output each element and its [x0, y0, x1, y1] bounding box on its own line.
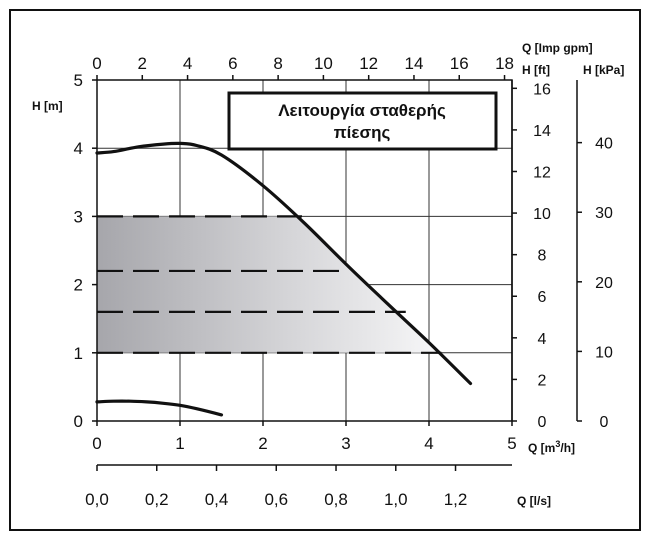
y-right-ft-tick-label: 2 [538, 372, 547, 389]
y-right-ft-tick-label: 14 [533, 123, 551, 140]
x-top-tick-label: 0 [92, 54, 101, 73]
y-right-ft-tick-label: 12 [533, 164, 551, 181]
x-top-tick-label: 12 [359, 54, 378, 73]
y-right-ft-tick-label: 6 [538, 289, 547, 306]
x-top-label: Q [Imp gpm] [522, 41, 593, 55]
y-left-tick-label: 1 [74, 344, 83, 363]
y-right-ft-label: H [ft] [522, 63, 550, 77]
chart-title-line2: πίεσης [334, 123, 391, 142]
x-bottom2-tick-label: 0,0 [85, 490, 109, 509]
y-right-ft-tick-label: 4 [538, 331, 547, 348]
x-top-tick-label: 10 [314, 54, 333, 73]
y-right-ft-tick-label: 0 [538, 414, 547, 431]
y-left-label: H [m] [32, 99, 63, 113]
y-left-tick-label: 0 [74, 412, 83, 431]
y-right-kpa-tick-label: 10 [595, 344, 613, 361]
y-left-tick-label: 3 [74, 207, 83, 226]
x-top-tick-label: 18 [495, 54, 514, 73]
x-bottom-tick-label: 5 [507, 434, 516, 453]
y-right-kpa-tick-label: 20 [595, 275, 613, 292]
y-left-tick-label: 2 [74, 276, 83, 295]
x-bottom2-tick-label: 0,6 [264, 490, 288, 509]
x-top-tick-label: 14 [405, 54, 424, 73]
chart-title-line1: Λειτουργία σταθερής [278, 101, 446, 120]
x-bottom-tick-label: 0 [92, 434, 101, 453]
x-bottom-tick-label: 1 [175, 434, 184, 453]
x-top-tick-label: 6 [228, 54, 237, 73]
x-bottom-tick-label: 4 [424, 434, 433, 453]
x-top-tick-label: 16 [450, 54, 469, 73]
y-right-kpa-tick-label: 30 [595, 205, 613, 222]
x-top-tick-label: 8 [273, 54, 282, 73]
y-right-kpa-tick-label: 0 [600, 414, 609, 431]
x-bottom2-tick-label: 1,0 [384, 490, 408, 509]
x-bottom-tick-label: 2 [258, 434, 267, 453]
x-top-tick-label: 2 [138, 54, 147, 73]
x-bottom2-tick-label: 0,4 [205, 490, 229, 509]
x-bottom2-tick-label: 0,2 [145, 490, 169, 509]
x-bottom-tick-label: 3 [341, 434, 350, 453]
y-right-ft-tick-label: 16 [533, 81, 551, 98]
x-bottom2-tick-label: 0,8 [324, 490, 348, 509]
y-right-ft-tick-label: 10 [533, 206, 551, 223]
x-bottom2-label: Q [l/s] [517, 494, 551, 508]
x-top-tick-label: 4 [183, 54, 192, 73]
y-right-kpa-tick-label: 40 [595, 136, 613, 153]
x-bottom-label: Q [m3/h] [528, 439, 575, 455]
y-right-kpa-label: H [kPa] [583, 63, 624, 77]
y-left-tick-label: 4 [74, 139, 83, 158]
y-right-ft-tick-label: 8 [538, 248, 547, 265]
x-bottom2-tick-label: 1,2 [444, 490, 468, 509]
y-left-tick-label: 5 [74, 71, 83, 90]
